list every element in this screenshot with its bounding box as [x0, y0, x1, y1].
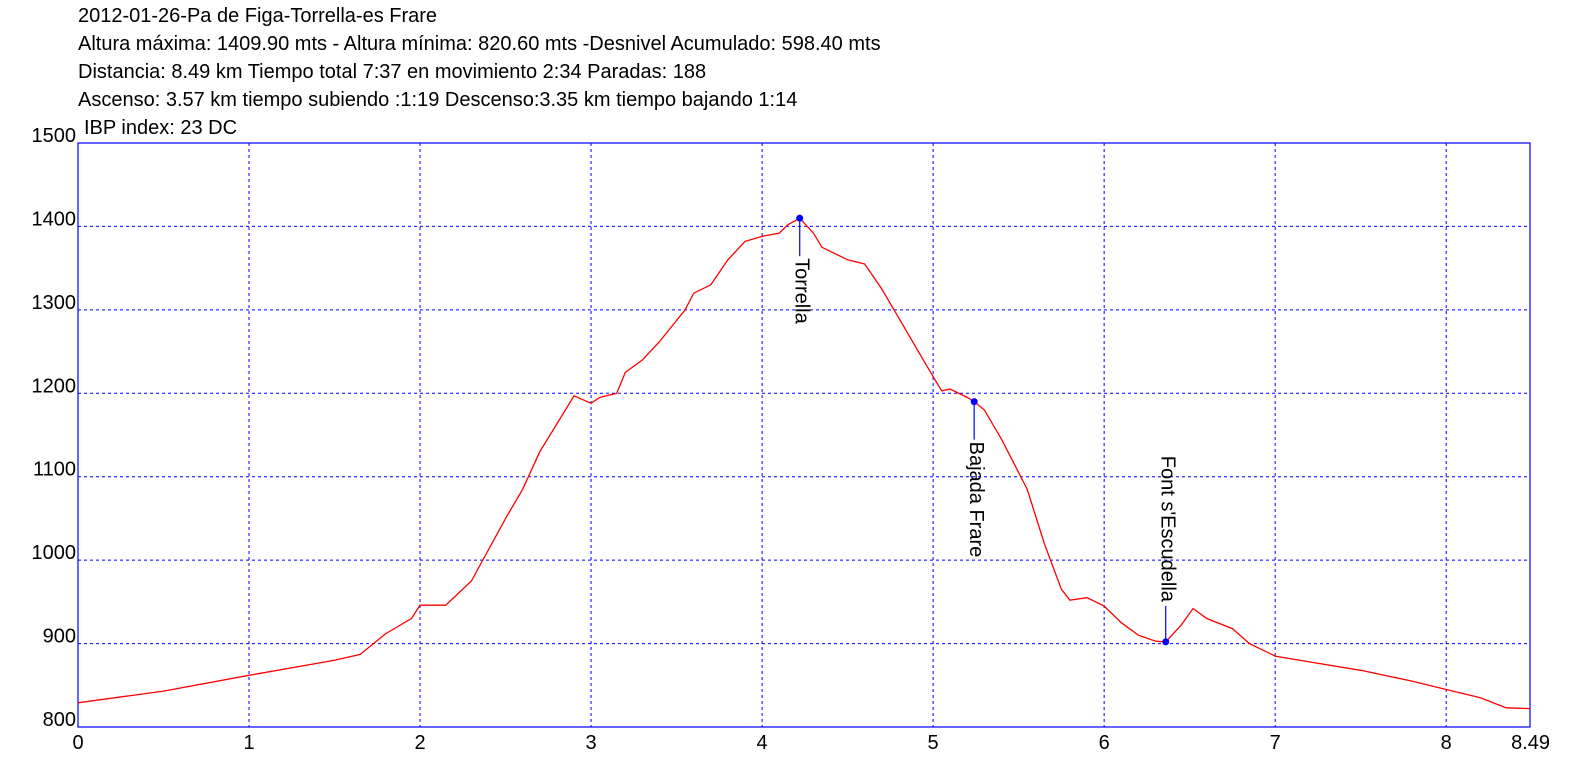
annotation-label: Torrella	[790, 258, 812, 324]
y-tick-label: 1500	[32, 125, 77, 147]
y-tick-label: 1100	[33, 459, 76, 481]
annotation-marker	[796, 214, 804, 222]
annotation-label: Bajada Frare	[965, 442, 987, 558]
annotation-label: Font s'Escudella	[1156, 456, 1178, 603]
subtitle-line: Altura máxima: 1409.90 mts - Altura míni…	[78, 33, 881, 55]
x-tick-label: 1	[243, 732, 254, 754]
annotation-marker	[970, 398, 978, 406]
x-tick-label: 5	[928, 732, 939, 754]
y-tick-label: 1400	[32, 208, 77, 230]
x-tick-label: 4	[757, 732, 768, 754]
x-tick-label: 8	[1441, 732, 1452, 754]
subtitle-line: Ascenso: 3.57 km tiempo subiendo :1:19 D…	[78, 89, 797, 111]
annotation-marker	[1162, 638, 1170, 646]
x-tick-label: 7	[1270, 732, 1281, 754]
x-tick-label: 8.49	[1511, 732, 1550, 754]
y-tick-label: 1000	[32, 542, 77, 564]
y-tick-label: 800	[43, 709, 76, 731]
y-tick-label: 1200	[32, 375, 77, 397]
y-tick-label: 900	[43, 626, 76, 648]
y-tick-label: 1300	[32, 292, 77, 314]
chart-title: 2012-01-26-Pa de Figa-Torrella-es Frare	[78, 5, 437, 27]
elevation-line	[77, 217, 1531, 710]
x-tick-label: 3	[586, 732, 597, 754]
plot-frame	[77, 142, 1531, 728]
x-tick-label: 0	[72, 732, 83, 754]
subtitle-line: Distancia: 8.49 km Tiempo total 7:37 en …	[78, 61, 706, 83]
subtitle-line: IBP index: 23 DC	[84, 117, 237, 139]
x-tick-label: 6	[1099, 732, 1110, 754]
x-tick-label: 2	[414, 732, 425, 754]
